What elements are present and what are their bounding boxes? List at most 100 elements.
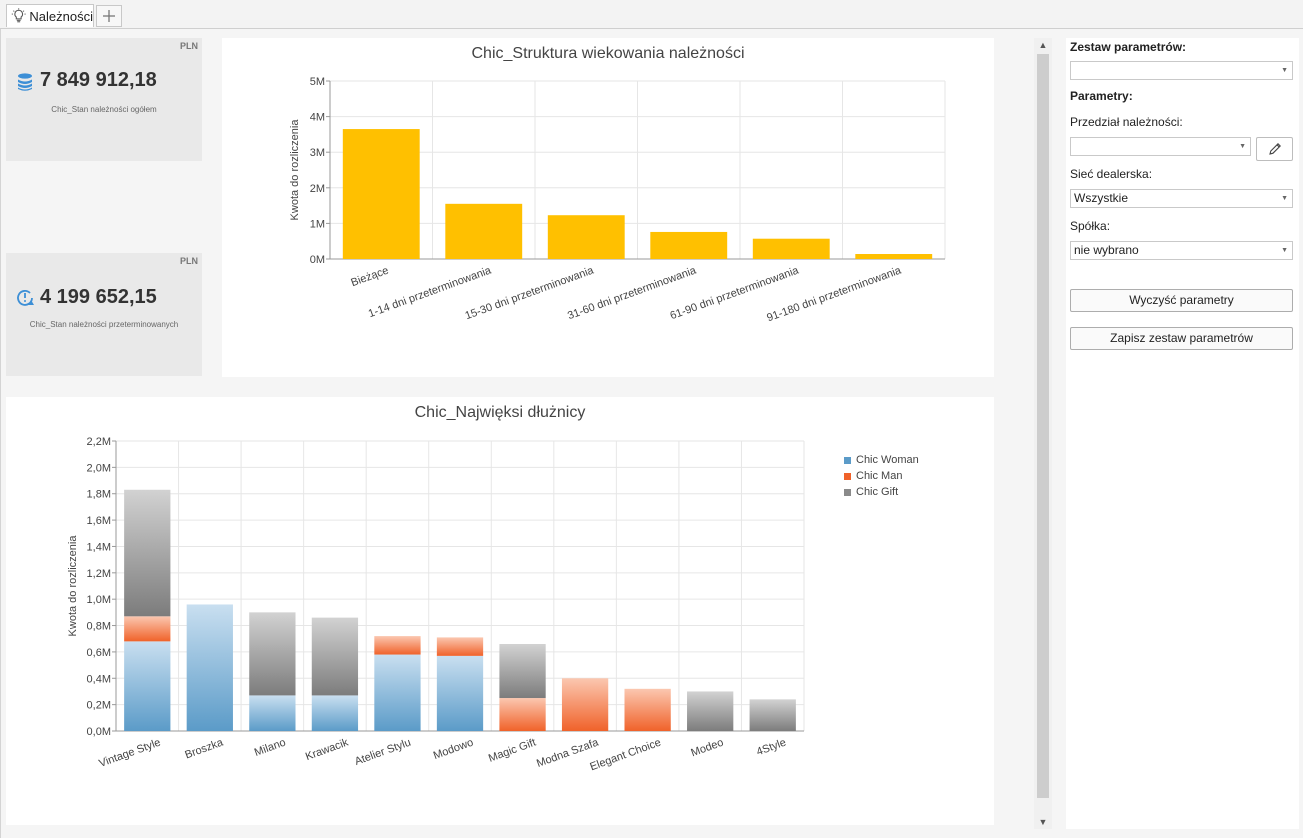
scroll-up-icon[interactable]: ▲	[1038, 40, 1048, 50]
y-tick-label: 0M	[310, 254, 325, 266]
bar-segment	[687, 691, 734, 731]
kpi-value: 7 849 912,18	[40, 69, 157, 91]
legend-item: Chic Man	[844, 468, 919, 484]
bar-segment	[561, 678, 609, 731]
tab-bar: Należności	[0, 0, 1303, 29]
bar-segment	[436, 637, 484, 656]
bar	[650, 231, 728, 259]
y-tick-label: 0,2M	[87, 700, 111, 712]
bar-segment	[249, 695, 296, 731]
legend-item: Chic Gift	[844, 484, 919, 500]
bar-segment	[374, 654, 421, 731]
bar-segment	[249, 612, 296, 696]
scroll-down-icon[interactable]: ▼	[1038, 817, 1048, 827]
bar-segment	[499, 644, 546, 699]
bar-segment	[311, 695, 359, 731]
tab-label: Należności	[29, 8, 93, 24]
bar-segment	[124, 489, 171, 617]
y-tick-label: 2,2M	[87, 436, 111, 448]
clear-parameters-button[interactable]: Wyczyść parametry	[1070, 289, 1293, 312]
bar-segment	[124, 616, 171, 642]
bar-segment	[436, 655, 484, 731]
pencil-icon	[1268, 143, 1281, 155]
company-label: Spółka:	[1070, 219, 1111, 233]
y-tick-label: 1,8M	[87, 489, 111, 501]
chart-title: Chic_Najwięksi dłużnicy	[414, 404, 586, 421]
y-tick-label: 1,0M	[87, 594, 111, 606]
x-tick-label: Modeo	[689, 737, 725, 760]
plus-icon	[103, 10, 115, 22]
y-tick-label: 0,8M	[87, 621, 111, 633]
debtors-chart-panel: Chic_Najwięksi dłużnicy	[6, 397, 994, 825]
debtors-chart: 0,0M 0,2M 0,4M 0,6M 0,8M 1,0M 1,2M 1,4M 1,6M 1,8M…	[67, 436, 805, 774]
y-tick-label: 0,6M	[87, 647, 111, 659]
y-tick-label: 1,2M	[87, 568, 111, 580]
bar-segment	[499, 698, 546, 731]
y-tick-label: 2M	[310, 183, 325, 195]
x-tick-label: Bieżące	[349, 265, 390, 290]
y-axis-label: Kwota do rozliczenia	[67, 535, 79, 637]
x-tick-label: Vintage Style	[97, 737, 162, 770]
kpi-tile-total: PLN 7 849 912,18 Chic_Stan należności og…	[6, 38, 202, 161]
bar-segment	[624, 688, 671, 731]
y-tick-label: 4M	[310, 112, 325, 124]
kpi-label: Chic_Stan należności przeterminowanych	[29, 320, 179, 329]
add-tab-button[interactable]	[96, 5, 122, 27]
chevron-down-icon: ▼	[1281, 195, 1288, 202]
x-tick-label: Krawacik	[304, 736, 351, 763]
x-tick-label: 4Style	[755, 737, 788, 759]
y-tick-label: 1,4M	[87, 541, 111, 553]
range-label: Przedział należności:	[1070, 115, 1183, 129]
vertical-scrollbar[interactable]: ▲ ▼	[1034, 38, 1052, 829]
y-tick-label: 2,0M	[87, 462, 111, 474]
scrollbar-thumb[interactable]	[1037, 54, 1049, 798]
save-parameter-set-button[interactable]: Zapisz zestaw parametrów	[1070, 327, 1293, 350]
range-select[interactable]: ▼	[1070, 137, 1251, 156]
parameters-heading: Parametry:	[1070, 89, 1133, 103]
bar	[855, 254, 933, 259]
parameter-set-select[interactable]: ▼	[1070, 61, 1293, 80]
x-tick-label: Magic Gift	[487, 737, 538, 765]
y-tick-label: 5M	[310, 76, 325, 88]
bar	[445, 203, 523, 259]
currency-label: PLN	[180, 256, 198, 266]
x-tick-label: Elegant Choice	[588, 737, 662, 774]
parameter-set-heading: Zestaw parametrów:	[1070, 40, 1187, 54]
bar	[342, 129, 420, 259]
kpi-tile-overdue: PLN 4 199 652,15 Chic_Stan należności pr…	[6, 253, 202, 376]
dealer-select[interactable]: Wszystkie ▼	[1070, 189, 1293, 208]
chart-legend: Chic Woman Chic Man Chic Gift	[844, 452, 919, 500]
dealer-label: Sieć dealerska:	[1070, 167, 1153, 181]
lightbulb-gear-icon	[11, 8, 26, 23]
edit-range-button[interactable]	[1256, 137, 1293, 161]
y-axis-label: Kwota do rozliczenia	[289, 119, 301, 221]
kpi-value: 4 199 652,15	[40, 286, 157, 308]
chevron-down-icon: ▼	[1281, 67, 1288, 74]
chart-title: Chic_Struktura wiekowania należności	[471, 45, 745, 62]
coins-stack-icon	[18, 73, 32, 91]
y-tick-label: 1M	[310, 218, 325, 230]
bar-segment	[749, 699, 796, 731]
bar-segment	[311, 617, 359, 696]
chevron-down-icon: ▼	[1239, 143, 1246, 150]
chevron-down-icon: ▼	[1281, 247, 1288, 254]
x-tick-label: Milano	[253, 737, 288, 759]
y-tick-label: 0,4M	[87, 673, 111, 685]
legend-item: Chic Woman	[844, 452, 919, 468]
y-tick-label: 1,6M	[87, 515, 111, 527]
bar-segment	[374, 636, 421, 655]
company-select[interactable]: nie wybrano ▼	[1070, 241, 1293, 260]
currency-label: PLN	[180, 41, 198, 51]
parameters-panel: Zestaw parametrów: ▼ Parametry: Przedzia…	[1066, 38, 1299, 829]
bar-segment	[124, 641, 171, 731]
bar-segment	[186, 604, 233, 731]
x-tick-label: Modowo	[432, 737, 475, 762]
y-tick-label: 0,0M	[87, 726, 111, 738]
x-tick-label: Broszka	[183, 736, 225, 761]
tab-naleznosci[interactable]: Należności	[6, 4, 94, 27]
bar	[547, 215, 625, 259]
y-tick-label: 3M	[310, 147, 325, 159]
kpi-label: Chic_Stan należności ogółem	[51, 105, 157, 114]
bar	[752, 238, 830, 259]
